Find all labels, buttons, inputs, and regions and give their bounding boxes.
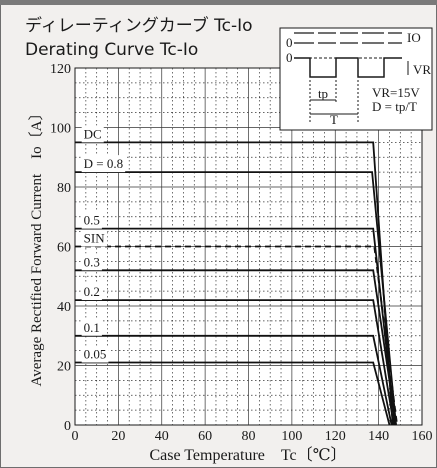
series-line-d-0-8 xyxy=(75,171,397,426)
x-axis-ticks: 0 20 40 60 80 100 120 140 160 xyxy=(72,429,433,444)
inset-zero-label-top: 0 xyxy=(286,35,293,50)
x-tick-label: 40 xyxy=(155,429,169,444)
series-layer xyxy=(75,141,398,426)
y-tick-label: 20 xyxy=(57,360,71,375)
series-label-background xyxy=(81,283,102,301)
series-label-background xyxy=(81,253,102,271)
series-label-background xyxy=(81,345,109,363)
inset-vr-note: VR=15V xyxy=(372,85,420,100)
y-tick-label: 40 xyxy=(57,300,71,315)
waveform-inset: 0 IO 0 VR tp T VR=15V D = tp/T xyxy=(279,27,433,131)
series-line-0-3 xyxy=(75,269,397,426)
series-line-0-05 xyxy=(75,361,391,426)
x-tick-label: 120 xyxy=(325,429,346,444)
series-label: 0.3 xyxy=(84,254,100,269)
series-line-0-1 xyxy=(75,334,393,426)
series-label: 0.1 xyxy=(84,320,100,335)
inset-pulse-waveform xyxy=(294,57,402,78)
y-tick-label: 120 xyxy=(50,62,71,77)
x-tick-label: 160 xyxy=(412,429,433,444)
series-label: 0.2 xyxy=(84,284,100,299)
y-axis-ticks: 0 20 40 60 80 100 120 xyxy=(50,62,71,434)
series-label: SIN xyxy=(84,231,106,246)
series-label-background xyxy=(81,155,126,173)
series-label-background xyxy=(81,229,108,247)
series-label-background xyxy=(81,125,104,143)
y-tick-label: 0 xyxy=(64,419,71,434)
series-line-0-2 xyxy=(75,299,395,426)
inset-box xyxy=(279,27,433,131)
series-labels: DC D = 0.8 0.5 SIN 0.3 0.2 0.1 0.05 xyxy=(81,125,126,363)
series-label: 0.5 xyxy=(84,213,100,228)
top-border-strip xyxy=(0,0,437,5)
y-tick-label: 80 xyxy=(57,181,71,196)
chart-title: ディレーティングカーブ Tc-Io xyxy=(25,15,253,36)
x-tick-label: 80 xyxy=(242,429,256,444)
x-tick-label: 100 xyxy=(281,429,302,444)
y-axis-label: Average Rectified Forward Current Io〔A〕 xyxy=(28,106,45,387)
series-line-0-5 xyxy=(75,227,396,426)
chart-subtitle: Derating Curve Tc-Io xyxy=(25,40,198,60)
series-label-background xyxy=(81,211,102,229)
inset-io-label: IO xyxy=(407,30,421,45)
inset-vr-label: VR xyxy=(413,62,431,77)
x-tick-label: 20 xyxy=(111,429,125,444)
x-tick-label: 140 xyxy=(368,429,389,444)
inset-tp-label: tp xyxy=(318,86,328,101)
x-axis-label: Case Temperature Tc〔℃〕 xyxy=(149,446,346,464)
inset-t-label: T xyxy=(330,112,338,127)
y-tick-label: 100 xyxy=(50,122,71,137)
series-label: D = 0.8 xyxy=(84,156,123,171)
inset-duty-note: D = tp/T xyxy=(372,99,417,114)
series-label-background xyxy=(81,318,102,336)
inset-dc-waveform xyxy=(294,32,402,44)
x-tick-label: 60 xyxy=(198,429,212,444)
series-label: 0.05 xyxy=(84,347,107,362)
series-label: DC xyxy=(84,126,102,141)
x-tick-label: 0 xyxy=(72,429,79,444)
y-tick-label: 60 xyxy=(57,241,71,256)
inset-zero-label-bottom: 0 xyxy=(286,50,293,65)
